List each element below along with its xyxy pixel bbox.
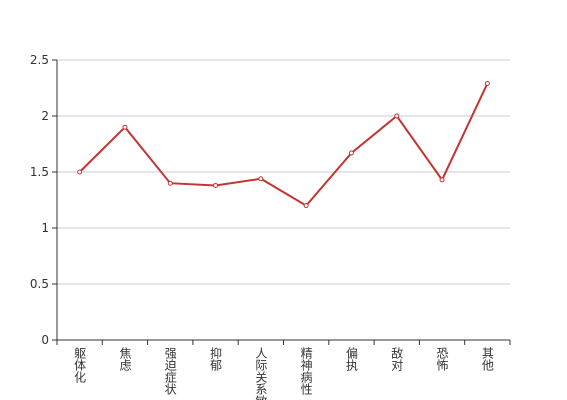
y-tick-label: 2.5 bbox=[30, 53, 49, 67]
point bbox=[77, 169, 83, 175]
x-tick-label: 偏执 bbox=[344, 346, 358, 372]
point bbox=[439, 177, 445, 183]
y-tick-label: 1.5 bbox=[30, 165, 49, 179]
x-tick-label: 恐怖 bbox=[435, 347, 449, 371]
x-tick-label: 精神病性 bbox=[299, 347, 313, 396]
y-tick-label: 0 bbox=[41, 333, 49, 347]
point bbox=[348, 150, 354, 156]
y-tick-label: 0.5 bbox=[30, 277, 49, 291]
x-tick-label: 人际关系敏感 bbox=[254, 347, 268, 400]
point bbox=[213, 182, 219, 188]
point bbox=[394, 113, 400, 119]
point bbox=[258, 176, 264, 182]
x-tick-label: 躯体化 bbox=[73, 346, 87, 384]
point bbox=[122, 124, 128, 130]
y-tick-label: 1 bbox=[41, 221, 49, 235]
x-tick-label: 焦虑 bbox=[118, 347, 132, 371]
y-tick-label: 2 bbox=[41, 109, 49, 123]
point bbox=[484, 81, 490, 87]
point bbox=[167, 180, 173, 186]
x-tick-label: 其他 bbox=[480, 347, 494, 371]
x-tick-label: 敌对 bbox=[390, 346, 404, 371]
point bbox=[303, 203, 309, 209]
line bbox=[78, 83, 489, 207]
x-tick-label: 抑郁 bbox=[209, 346, 223, 372]
x-tick-label: 强迫症状 bbox=[163, 347, 177, 395]
